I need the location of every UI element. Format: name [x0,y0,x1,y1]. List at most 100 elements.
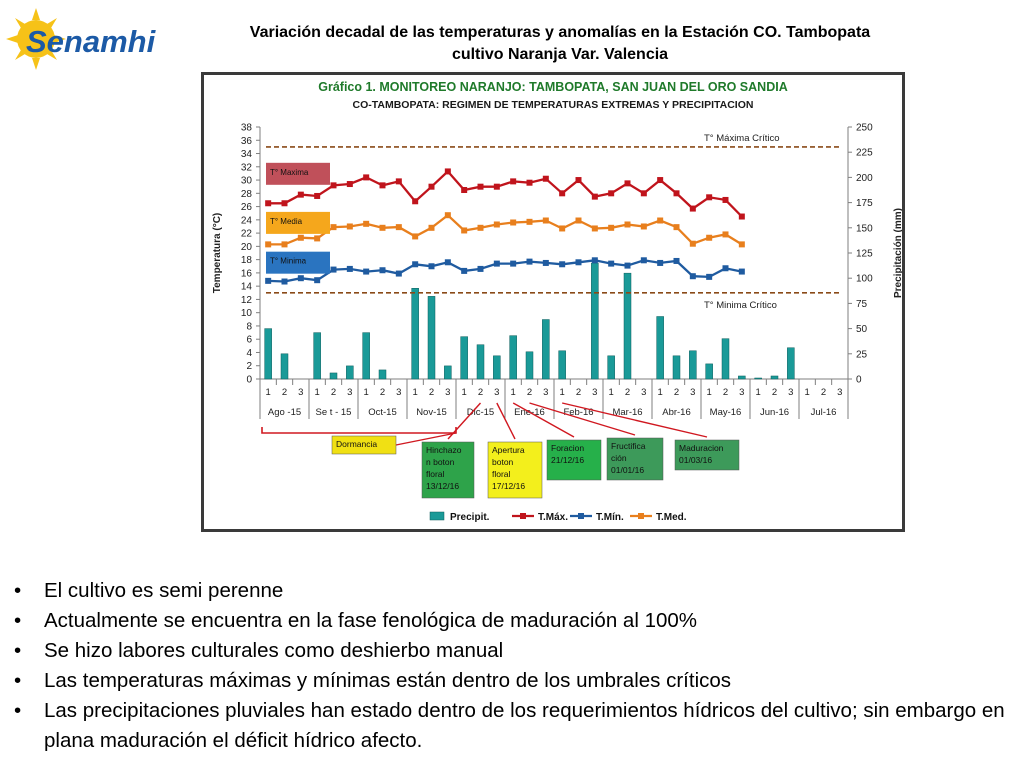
legend-marker [578,513,584,519]
phenology-arrow [562,402,708,438]
left-tick-label: 6 [246,335,252,346]
series-point [689,273,696,280]
phenology-text: Apertura [492,445,525,455]
series-point [493,183,500,190]
legend-label: T.Mín. [596,512,624,523]
slide-title: Variación decadal de las temperaturas y … [210,22,910,66]
series-point [591,193,598,200]
phenology-box [606,437,664,481]
legend-swatch [429,511,445,521]
series-point [526,218,533,225]
series-point [608,190,615,197]
right-tick-label: 0 [856,375,862,386]
series-point [363,174,370,181]
series-point [526,179,533,186]
phenology-text: Hinchazo [426,445,462,455]
precipitation-bar [476,344,485,380]
phenology-text: 21/12/16 [551,455,584,465]
phenology-arrow [529,402,636,436]
phenology-text: Fructifica [611,441,646,451]
series-point [559,261,566,268]
x-month-label: Ago -15 [268,407,301,418]
threshold-label: T° Minima Crítico [704,300,777,311]
series-label-box [266,162,330,185]
x-decade-label: 3 [445,387,450,398]
precipitation-bar [525,351,534,380]
left-tick-label: 12 [241,295,253,306]
precipitation-bar [770,375,779,380]
right-tick-label: 225 [856,148,873,159]
phenology-text: 13/12/16 [426,481,459,491]
series-point [461,187,468,193]
left-tick-label: 28 [241,189,253,200]
phenology-arrow [512,402,575,438]
x-month-label: Nov-15 [416,407,447,418]
precipitation-bar [411,288,419,380]
series-point [265,277,272,284]
series-point [477,224,484,231]
x-decade-label: 3 [592,387,597,398]
phenology-arrow [447,402,482,440]
x-decade-label: 2 [478,387,483,398]
series-label-text: T° Maxima [270,168,309,177]
series-point [297,234,304,241]
series-point [657,177,664,184]
series-point [559,225,566,232]
series-point [575,259,582,266]
phenology-text: n boton [426,457,455,467]
series-point [624,262,631,269]
x-month-label: Dic-15 [467,407,494,418]
bullet-item: Se hizo labores culturales como deshierb… [14,636,1014,666]
series-point [575,217,582,224]
x-decade-label: 1 [266,387,271,398]
series-point [281,241,288,248]
precipitation-bar [493,355,501,380]
threshold-label: T° Máxima Crítico [704,133,780,144]
series-point [673,224,680,231]
x-decade-label: 2 [821,387,826,398]
series-point [379,267,386,274]
x-decade-label: 3 [837,387,842,398]
x-decade-label: 2 [282,387,287,398]
series-point [444,168,451,175]
x-decade-label: 2 [429,387,434,398]
series-label-text: T° Media [270,217,303,226]
series-point [706,234,713,241]
series-point [493,221,500,228]
right-tick-label: 250 [856,123,873,134]
x-decade-label: 3 [543,387,548,398]
x-decade-label: 1 [511,387,516,398]
bullet-item: El cultivo es semi perenne [14,576,1014,606]
series-point [542,259,549,266]
slide-title-line-2: cultivo Naranja Var. Valencia [451,46,669,63]
x-month-label: Feb-16 [563,407,593,418]
left-tick-label: 22 [241,229,253,240]
series-point [493,260,500,267]
series-point [477,183,484,190]
right-tick-label: 25 [856,349,868,360]
series-point [461,227,468,234]
series-point [428,183,435,190]
series-label-box [266,251,330,274]
x-decade-label: 2 [331,387,336,398]
series-label-text: T° Minima [270,257,307,266]
series-label-box [266,211,330,234]
phenology-box [487,441,543,499]
left-tick-label: 2 [246,361,252,372]
legend-marker [638,513,644,519]
chart-frame: Gráfico 1. MONITOREO NARANJO: TAMBOPATA,… [201,72,905,532]
right-tick-label: 150 [856,223,873,234]
series-point [444,259,451,266]
right-tick-label: 100 [856,274,873,285]
precipitation-bar [509,335,517,380]
x-decade-label: 1 [364,387,369,398]
x-month-label: Oct-15 [368,407,397,418]
x-decade-label: 3 [396,387,401,398]
precipitation-bar [787,347,795,380]
series-point [477,265,484,272]
series-point [706,273,713,280]
series-point [591,257,598,264]
x-decade-label: 1 [609,387,614,398]
series-point [346,181,353,188]
precipitation-bar [656,316,664,380]
